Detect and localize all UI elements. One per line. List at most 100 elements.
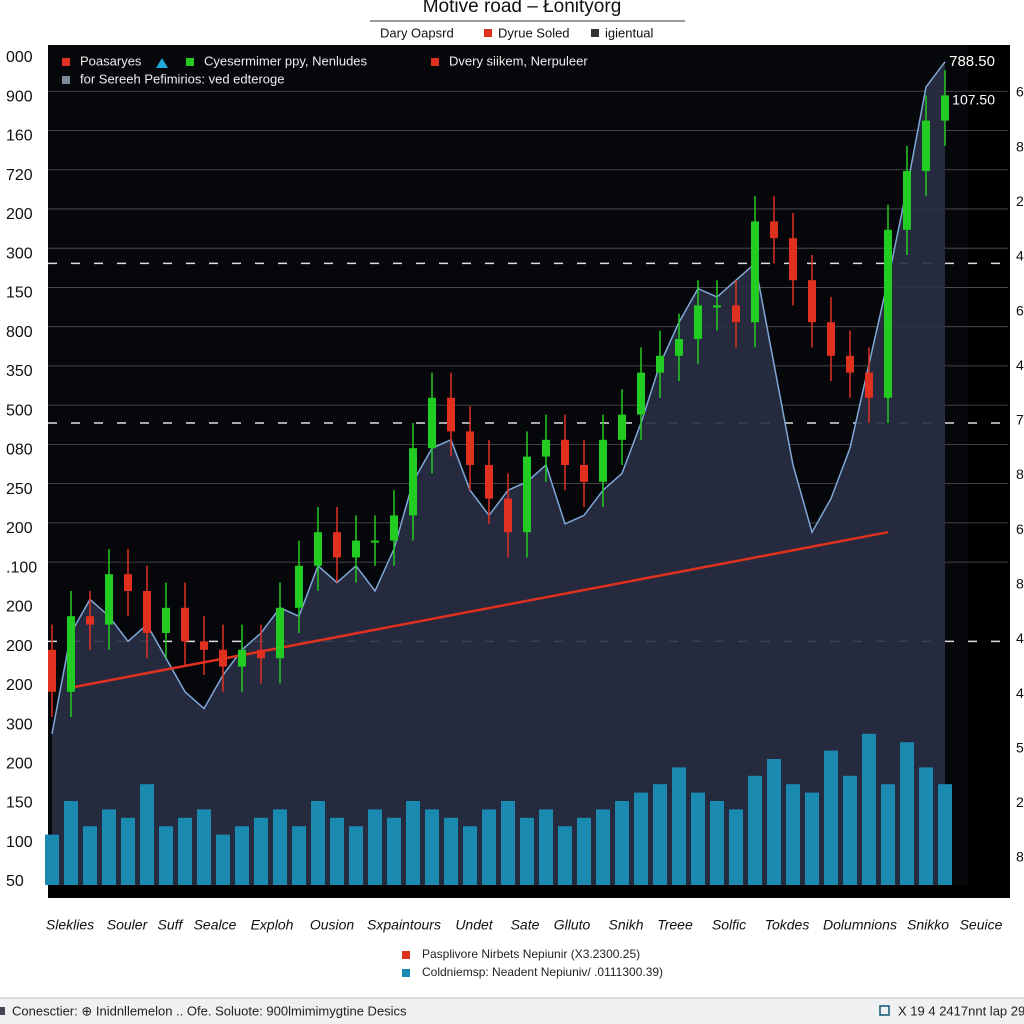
legend-triangle [156,58,168,68]
x-axis-label: Snikko [907,917,949,933]
volume-bar [881,784,895,885]
volume-bar [235,826,249,885]
candle-body [276,607,284,659]
legend-marker [62,76,70,84]
x-axis-label: Sate [511,917,540,933]
volume-bar [615,801,629,885]
legend-marker [186,58,194,66]
volume-bar [482,809,496,885]
bottom-legend-marker [402,951,410,959]
bottom-legend-label: Coldniemsp: Neadent Nepiuniv/ .0111300.3… [422,965,663,979]
volume-bar [786,784,800,885]
volume-bar [938,784,952,885]
candle-body [656,355,664,373]
x-axis-label: Glluto [554,917,591,933]
y2-axis-label: 8 [1016,575,1024,591]
candle-body [789,238,797,281]
candle-body [523,456,531,533]
candle-body [428,397,436,449]
volume-bar [330,817,344,885]
y2-axis-label: 6 [1016,302,1024,318]
candle-body [884,229,892,398]
y-axis-label: 300 [6,245,33,262]
subtitle-marker [484,29,492,37]
subtitle-marker [591,29,599,37]
candle-body [219,649,227,667]
volume-bar [349,826,363,885]
candle-body [846,355,854,373]
y-axis-label: 720 [6,167,33,184]
candle-body [808,280,816,323]
candle-body [903,171,911,230]
price-label: 107.50 [952,92,995,108]
x-axis-label: Treee [657,917,693,933]
y2-axis-label: 5 [1016,739,1024,755]
candle-body [732,305,740,323]
legend-label: Cyesermimer ppy, Nenludes [204,53,368,68]
candle-body [618,414,626,440]
volume-bar [425,809,439,885]
footer-icon [879,1005,890,1016]
y-axis-label: 080 [6,442,33,459]
footer-right: X 19 4 2417nnt lap 29 [898,1003,1024,1018]
volume-bar [64,801,78,885]
candle-body [466,431,474,465]
y-axis-label: 200 [6,677,33,694]
trend-line [70,530,889,689]
y-axis-label: 200 [6,599,33,616]
y-axis-label: 200 [6,638,33,655]
y-axis-label: 500 [6,402,33,419]
y-axis-label: .100 [6,559,37,576]
volume-bar [653,784,667,885]
candle-body [257,649,265,659]
candle-body [314,532,322,566]
y-axis-label: 350 [6,363,33,380]
volume-bar [748,775,762,885]
area-line [51,61,946,734]
candle-body [409,448,417,516]
volume-bar [254,817,268,885]
volume-bar [292,826,306,885]
candle-body [390,515,398,541]
footer-icon [0,1007,5,1015]
volume-bar [767,759,781,885]
candle-body [561,439,569,465]
y2-axis-label: 6 [1016,84,1024,100]
y2-axis-label: 6 [1016,521,1024,537]
y2-axis-label: 4 [1016,248,1024,264]
volume-bar [159,826,173,885]
candle-body [504,498,512,533]
footer-left: Conesctier: ⊕ Inidnllemelon .. Ofe. Solu… [12,1003,407,1018]
candle-body [238,649,246,667]
legend-marker [431,58,439,66]
y2-axis-label: 2 [1016,794,1024,810]
candle-body [599,439,607,482]
candle-body [865,372,873,398]
x-axis-label: Tokdes [765,917,810,933]
x-axis-label: Suff [158,917,185,933]
y-axis-label: 150 [6,795,33,812]
y2-axis-label: 4 [1016,357,1024,373]
candle-body [124,574,132,591]
candle-body [922,120,930,171]
x-axis-label: Souler [107,917,149,933]
x-axis-label: Sealce [194,917,237,933]
candle-body [485,465,493,499]
y2-axis-label: 4 [1016,630,1024,646]
volume-bar [45,834,59,885]
x-axis-label: Exploh [251,917,294,933]
subtitle-item: igientual [605,25,654,40]
x-axis-label: Snikh [608,917,643,933]
volume-bar [577,817,591,885]
y-axis-label: 300 [6,716,33,733]
y-axis-label: 200 [6,756,33,773]
volume-bar [729,809,743,885]
y2-axis-label: 7 [1016,412,1024,428]
y-axis-label: 250 [6,481,33,498]
volume-bar [273,809,287,885]
x-axis-label: Sxpaintours [367,917,441,933]
area-fill [52,61,945,886]
volume-bar [596,809,610,885]
volume-bar [444,817,458,885]
